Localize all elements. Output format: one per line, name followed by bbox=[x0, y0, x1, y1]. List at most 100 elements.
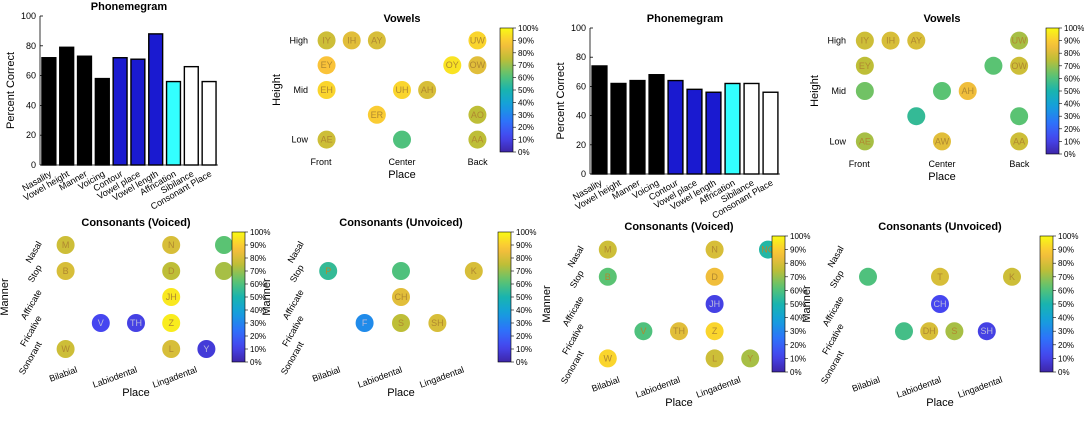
colorbar-tick-label: 30% bbox=[790, 327, 806, 336]
x-tick-label: Lingadental bbox=[957, 374, 1004, 399]
colorbar-tick-label: 0% bbox=[250, 358, 262, 367]
y-tick-label: Stop bbox=[828, 269, 846, 290]
marker-ay bbox=[907, 31, 926, 50]
colorbar-tick-label: 40% bbox=[1064, 100, 1080, 109]
marker-label: CH bbox=[395, 292, 408, 302]
marker-label: IH bbox=[886, 36, 895, 46]
bar-affrication bbox=[165, 80, 182, 166]
colorbar-tick-label: 20% bbox=[518, 123, 534, 132]
colorbar-tick-label: 10% bbox=[1064, 137, 1080, 146]
chart-title: Phonemegram bbox=[647, 13, 724, 25]
marker-label: M bbox=[604, 245, 612, 255]
marker-label: M bbox=[62, 240, 70, 250]
x-tick-label: Lingadental bbox=[418, 364, 465, 389]
y-tick-label: Low bbox=[291, 135, 308, 145]
colorbar bbox=[231, 231, 246, 363]
marker-label: D bbox=[168, 266, 175, 276]
x-tick-label: Labiodental bbox=[634, 374, 681, 399]
marker-label: D bbox=[711, 272, 718, 282]
y-axis-label: Percent Correct bbox=[555, 62, 567, 139]
marker-label: K bbox=[471, 266, 477, 276]
x-tick-label: Bilabial bbox=[48, 364, 79, 383]
bar-consonant-place bbox=[201, 80, 217, 166]
colorbar-tick-label: 90% bbox=[1058, 246, 1074, 255]
bar-sibilance bbox=[743, 82, 760, 175]
marker-label: CH bbox=[934, 299, 947, 309]
x-tick-label: Lingadental bbox=[151, 364, 198, 389]
marker-label: EH bbox=[320, 85, 333, 95]
y-tick-label: Sonorant bbox=[819, 349, 846, 386]
marker-ao bbox=[468, 105, 487, 124]
marker-unlabeled bbox=[933, 82, 951, 100]
marker-label: N bbox=[168, 240, 175, 250]
marker-sh bbox=[428, 314, 447, 332]
colorbar-tick-label: 60% bbox=[1058, 286, 1074, 295]
y-tick-label: High bbox=[827, 36, 846, 46]
bar-nasality bbox=[591, 65, 608, 175]
colorbar-tick-label: 50% bbox=[1064, 87, 1080, 96]
marker-label: L bbox=[169, 344, 174, 354]
colorbar bbox=[1045, 27, 1060, 155]
x-tick-label: Center bbox=[928, 159, 955, 169]
colorbar-tick-label: 60% bbox=[1064, 74, 1080, 83]
marker-d bbox=[705, 267, 724, 286]
y-axis-label: Percent Correct bbox=[5, 52, 17, 129]
colorbar-tick-label: 90% bbox=[250, 241, 266, 250]
marker-label: JH bbox=[166, 292, 177, 302]
colorbar-tick-label: 50% bbox=[516, 293, 532, 302]
y-tick-label: 0 bbox=[31, 160, 36, 170]
marker-uw bbox=[1010, 31, 1029, 50]
marker-label: Z bbox=[168, 318, 174, 328]
y-tick-label: High bbox=[289, 35, 308, 45]
colorbar bbox=[771, 235, 786, 373]
marker-v bbox=[634, 322, 653, 341]
marker-y bbox=[197, 340, 216, 358]
y-tick-label: Sonorant bbox=[559, 349, 586, 386]
y-tick-label: Nasal bbox=[286, 240, 306, 265]
marker-t bbox=[931, 267, 949, 286]
marker-m bbox=[598, 240, 617, 259]
bar-vowel-place bbox=[686, 88, 703, 175]
colorbar-tick-label: 40% bbox=[250, 306, 266, 315]
x-tick-label: Bilabial bbox=[311, 364, 342, 383]
bar-vowel-length bbox=[705, 91, 722, 175]
y-axis-label: Manner bbox=[801, 285, 813, 323]
marker-l bbox=[705, 349, 724, 368]
bar-manner bbox=[76, 55, 93, 166]
marker-d bbox=[162, 262, 181, 280]
marker-label: B bbox=[63, 266, 69, 276]
marker-label: T bbox=[937, 272, 943, 282]
colorbar-tick-label: 0% bbox=[790, 368, 802, 377]
colorbar-tick-label: 100% bbox=[1058, 232, 1078, 241]
colorbar-tick-label: 20% bbox=[1058, 341, 1074, 350]
x-axis-label: Place bbox=[387, 387, 415, 399]
y-tick-label: 80 bbox=[26, 41, 36, 51]
marker-label: K bbox=[1009, 272, 1015, 282]
marker-th bbox=[127, 314, 145, 332]
colorbar bbox=[499, 27, 514, 153]
colorbar-tick-label: 100% bbox=[518, 24, 538, 33]
x-tick-label: Center bbox=[388, 157, 415, 167]
y-tick-label: Nasal bbox=[566, 244, 586, 269]
y-tick-label: Nasal bbox=[826, 244, 846, 269]
marker-iy bbox=[855, 31, 874, 50]
marker-label: AE bbox=[859, 136, 871, 146]
marker-ih bbox=[342, 31, 361, 50]
marker-z bbox=[162, 314, 181, 332]
y-tick-label: Affricate bbox=[281, 288, 306, 321]
colorbar-tick-label: 30% bbox=[518, 111, 534, 120]
marker-label: NG bbox=[761, 245, 775, 255]
marker-unlabeled bbox=[859, 267, 877, 286]
marker-label: V bbox=[98, 318, 104, 328]
marker-unlabeled bbox=[895, 322, 913, 341]
marker-unlabeled bbox=[1010, 107, 1029, 126]
marker-ah bbox=[958, 82, 977, 100]
x-tick-label: Back bbox=[1009, 159, 1030, 169]
colorbar-tick-label: 90% bbox=[516, 241, 532, 250]
marker-s bbox=[945, 322, 964, 341]
marker-uh bbox=[393, 81, 411, 99]
marker-aw bbox=[933, 132, 951, 151]
marker-label: OW bbox=[1011, 61, 1027, 71]
x-tick-label: Labiodental bbox=[356, 364, 403, 389]
y-axis-label: Height bbox=[809, 75, 821, 107]
